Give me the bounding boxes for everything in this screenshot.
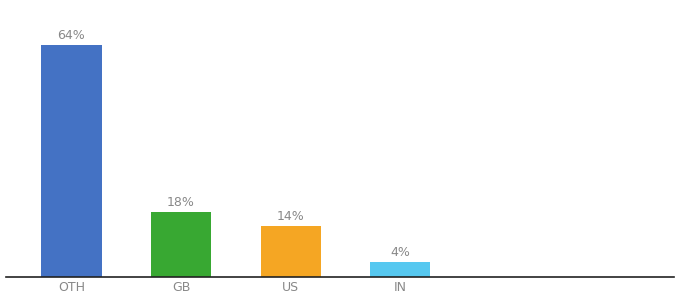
Text: 14%: 14% [277,210,305,223]
Bar [41,45,101,277]
Text: 18%: 18% [167,196,195,208]
Text: 4%: 4% [390,246,410,259]
Text: 64%: 64% [58,29,85,42]
Bar [260,226,321,277]
Bar [151,212,211,277]
Bar [370,262,430,277]
